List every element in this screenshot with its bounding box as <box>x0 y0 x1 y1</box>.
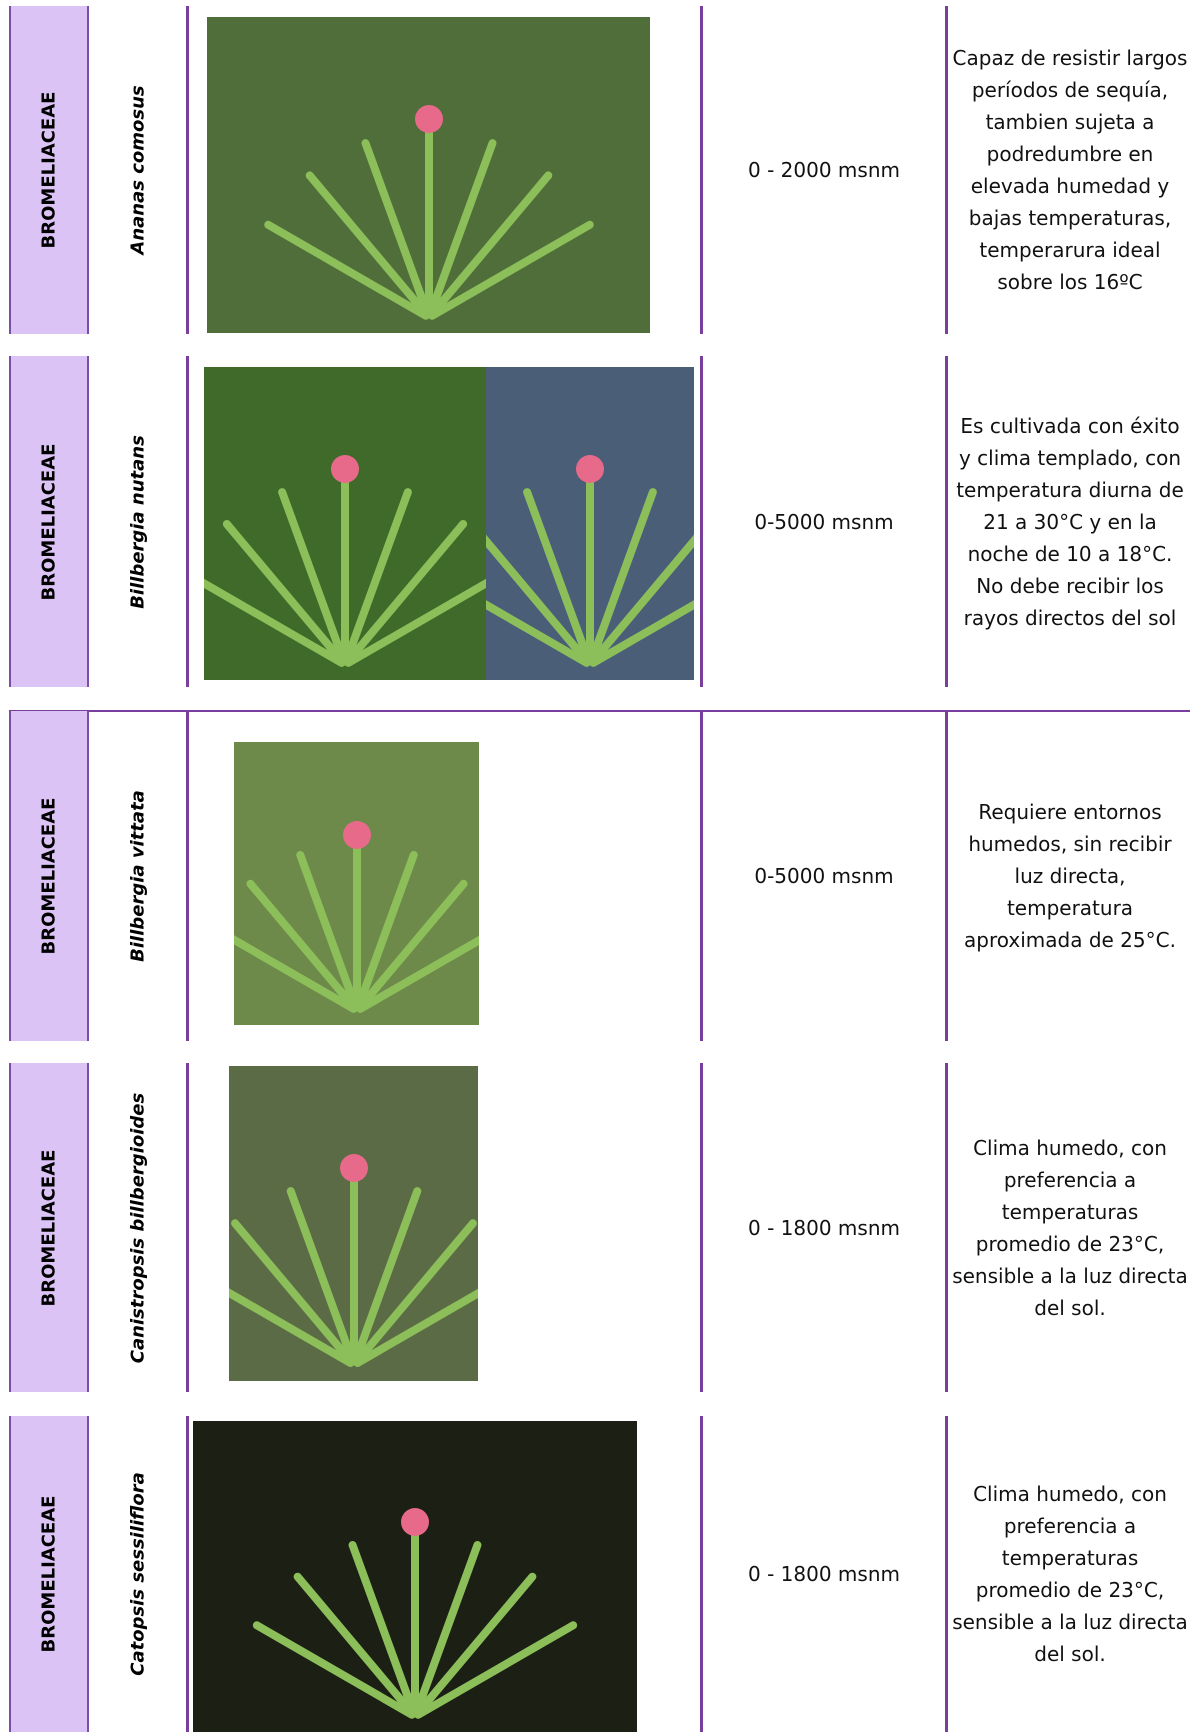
plant-photo <box>486 367 694 680</box>
leaf <box>426 218 595 321</box>
leaf <box>352 841 361 1011</box>
flower <box>342 821 371 850</box>
flower <box>401 1508 429 1537</box>
plant-photo <box>204 367 486 680</box>
column-line <box>186 6 189 334</box>
species-cell: Canistropsis billbergioides <box>89 1063 186 1392</box>
family-label: BROMELIACEAE <box>38 1149 60 1306</box>
plant-photo <box>207 17 650 333</box>
leaf <box>411 1570 539 1720</box>
leaf <box>347 1539 419 1718</box>
column-line <box>186 356 189 687</box>
description-cell: Es cultivada con éxito y clima templado,… <box>956 413 1184 630</box>
flower <box>339 1154 368 1183</box>
column-line <box>700 6 703 334</box>
leaf <box>425 169 554 320</box>
leaf <box>586 476 594 665</box>
leaf <box>353 878 469 1014</box>
leaf <box>251 1619 417 1720</box>
leaf <box>291 1570 419 1720</box>
species-cell: Ananas comosus <box>89 6 186 334</box>
leaf <box>424 127 433 318</box>
leaf <box>349 1176 358 1366</box>
species-label: Billbergia vittata <box>127 790 148 962</box>
column-line <box>700 711 703 1041</box>
altitude-cell: 0 - 2000 msnm <box>748 158 900 182</box>
description-cell: Clima humedo, con preferencia a temperat… <box>952 1135 1188 1320</box>
family-cell: BROMELIACEAE <box>9 6 89 334</box>
description-cell: Clima humedo, con preferencia a temperat… <box>952 1482 1188 1666</box>
column-line <box>945 6 948 334</box>
leaf <box>341 486 413 666</box>
flower <box>331 454 359 483</box>
plant-photo <box>234 742 479 1025</box>
species-label: Canistropsis billbergioides <box>127 1092 148 1363</box>
leaf <box>277 486 349 666</box>
leaf <box>244 878 360 1014</box>
family-label: BROMELIACEAE <box>38 797 60 955</box>
column-line <box>945 356 948 687</box>
leaf <box>352 849 419 1013</box>
species-cell: Billbergia vittata <box>89 711 186 1041</box>
family-label: BROMELIACEAE <box>38 91 60 249</box>
altitude-cell: 0-5000 msnm <box>754 864 894 888</box>
leaf <box>349 1186 422 1367</box>
column-line <box>945 1063 948 1392</box>
column-line <box>186 711 189 1041</box>
leaf <box>221 517 349 667</box>
leaf <box>413 1619 579 1720</box>
family-label: BROMELIACEAE <box>38 1495 60 1653</box>
family-cell: BROMELIACEAE <box>9 356 89 687</box>
altitude-cell: 0 - 1800 msnm <box>748 1562 900 1586</box>
leaf <box>522 486 594 666</box>
family-cell: BROMELIACEAE <box>9 1063 89 1392</box>
leaf <box>424 137 498 319</box>
species-cell: Billbergia nutans <box>89 356 186 687</box>
plant-photo <box>193 1421 637 1732</box>
species-label: Ananas comosus <box>127 85 148 255</box>
family-cell: BROMELIACEAE <box>9 1416 89 1732</box>
family-cell: BROMELIACEAE <box>9 711 89 1041</box>
column-line <box>700 1063 703 1392</box>
column-line <box>186 1416 189 1732</box>
column-line <box>945 1416 948 1732</box>
flower <box>576 454 604 483</box>
leaf <box>294 849 361 1013</box>
plant-photo <box>229 1066 478 1381</box>
description-cell: Requiere entornos humedos, sin recibir l… <box>964 800 1176 952</box>
leaf <box>262 218 431 321</box>
flower <box>414 105 443 134</box>
leaf <box>359 137 433 319</box>
leaf <box>341 476 349 665</box>
column-line <box>700 1416 703 1732</box>
column-line <box>186 1063 189 1392</box>
column-line <box>700 356 703 687</box>
leaf <box>586 517 694 667</box>
leaf <box>586 486 658 666</box>
row-divider <box>9 710 1190 712</box>
leaf <box>350 1217 478 1368</box>
family-label: BROMELIACEAE <box>38 443 60 600</box>
leaf <box>341 517 469 667</box>
leaf <box>411 1529 419 1717</box>
column-line <box>945 711 948 1041</box>
altitude-cell: 0 - 1800 msnm <box>748 1215 900 1240</box>
description-cell: Capaz de resistir largos períodos de seq… <box>952 46 1188 294</box>
leaf <box>411 1539 483 1718</box>
species-cell: Catopsis sessiliflora <box>89 1416 186 1732</box>
leaf <box>229 1217 357 1368</box>
leaf <box>285 1186 358 1367</box>
species-label: Billbergia nutans <box>127 434 148 609</box>
leaf <box>303 169 432 320</box>
altitude-cell: 0-5000 msnm <box>754 509 894 534</box>
species-label: Catopsis sessiliflora <box>127 1472 148 1676</box>
